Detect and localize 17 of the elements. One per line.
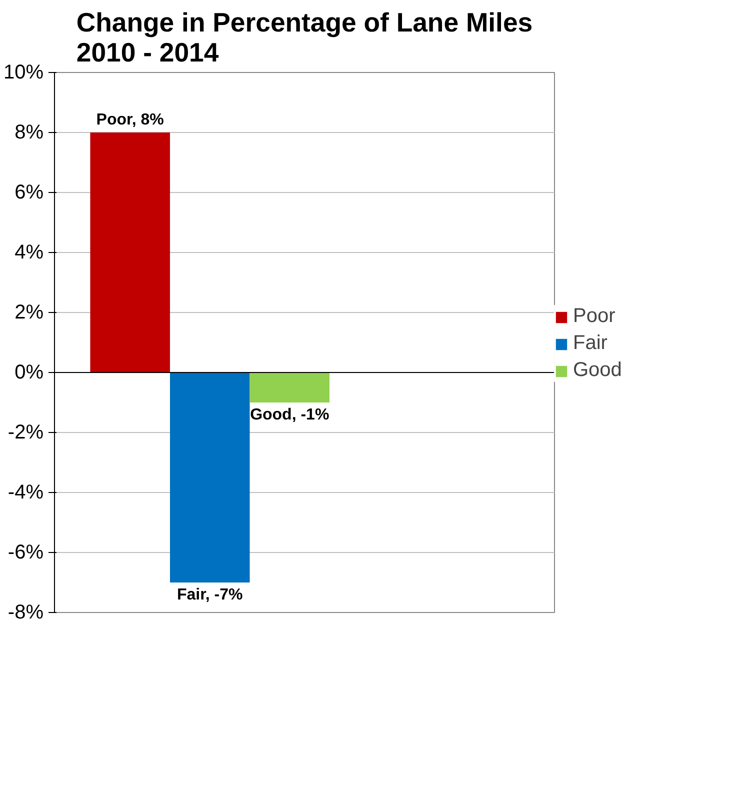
y-tick-label: -8% bbox=[8, 602, 44, 624]
legend-label: Poor bbox=[573, 305, 616, 328]
data-label: Poor, 8% bbox=[96, 112, 164, 128]
data-label: Fair, -7% bbox=[176, 586, 243, 604]
y-tick-label: -6% bbox=[8, 542, 44, 564]
legend-label: Fair bbox=[573, 332, 608, 355]
y-tick-label: 4% bbox=[14, 242, 44, 264]
legend-label: Good bbox=[573, 359, 622, 382]
y-tick-label: 2% bbox=[14, 302, 44, 324]
y-tick-label: 8% bbox=[14, 122, 44, 144]
y-tick-label: 0% bbox=[14, 362, 44, 384]
y-tick-label: -4% bbox=[8, 482, 44, 504]
chart-title: Change in Percentage of Lane Miles 2010 - 2014 bbox=[76, 8, 533, 68]
y-tick-label: 10% bbox=[3, 62, 44, 84]
y-tick-label: -2% bbox=[8, 422, 44, 444]
data-label: Good, -1% bbox=[250, 406, 330, 424]
y-tick-label: 6% bbox=[14, 182, 44, 204]
